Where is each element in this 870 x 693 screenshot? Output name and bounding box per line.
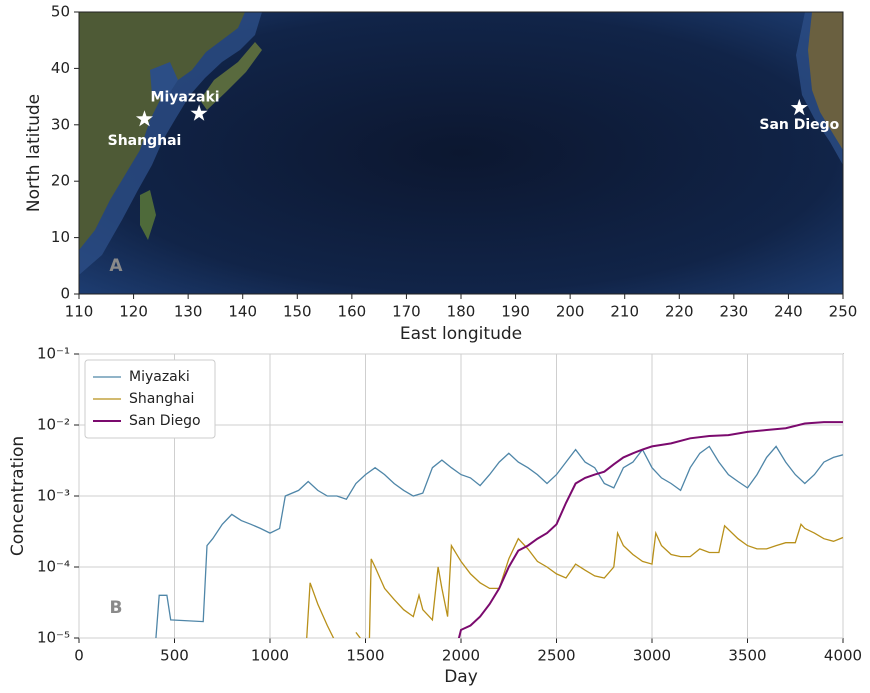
x-tick-label: 500 — [160, 647, 189, 665]
panel-label: B — [110, 598, 123, 618]
y-axis-label: Concentration — [8, 436, 28, 556]
x-tick-label: 230 — [720, 303, 749, 321]
plot-area — [155, 421, 843, 638]
city-label: Miyazaki — [151, 90, 220, 106]
legend-box — [84, 359, 216, 439]
y-tick-label: 10⁻⁵ — [37, 629, 70, 647]
x-tick-label: 210 — [610, 303, 639, 321]
x-tick-label: 220 — [665, 303, 694, 321]
city-marker — [135, 110, 153, 127]
x-tick-label: 1000 — [251, 647, 289, 665]
x-tick-label: 240 — [774, 303, 803, 321]
x-tick-label: 4000 — [824, 647, 862, 665]
x-tick-label: 3000 — [633, 647, 671, 665]
x-tick-label: 190 — [501, 303, 530, 321]
x-tick-label: 180 — [447, 303, 476, 321]
series-line — [457, 421, 843, 638]
x-tick-label: 130 — [174, 303, 203, 321]
y-tick-label: 40 — [51, 59, 70, 77]
city-label: San Diego — [759, 117, 839, 133]
x-tick-label: 3500 — [728, 647, 766, 665]
city-marker — [790, 98, 808, 116]
map-background — [79, 12, 843, 294]
y-tick-label: 10⁻³ — [37, 487, 70, 505]
city-marker — [190, 104, 208, 121]
x-tick-label: 2000 — [442, 647, 480, 665]
y-tick-label: 10 — [51, 228, 70, 246]
series-line — [155, 445, 843, 638]
x-axis-label: East longitude — [400, 324, 522, 344]
panel-label: A — [109, 256, 123, 276]
x-tick-label: 150 — [283, 303, 312, 321]
y-tick-label: 10⁻¹ — [37, 345, 70, 363]
y-tick-label: 20 — [51, 172, 70, 190]
x-tick-label: 170 — [392, 303, 421, 321]
y-tick-label: 10⁻⁴ — [37, 558, 70, 576]
legend-label: San Diego — [129, 413, 201, 429]
x-tick-label: 200 — [556, 303, 585, 321]
legend-label: Miyazaki — [129, 369, 190, 385]
x-tick-label: 250 — [829, 303, 858, 321]
x-tick-label: 1500 — [346, 647, 384, 665]
x-tick-label: 0 — [74, 647, 84, 665]
x-tick-label: 110 — [65, 303, 94, 321]
x-tick-label: 120 — [119, 303, 148, 321]
y-tick-label: 50 — [51, 3, 70, 21]
x-tick-label: 160 — [338, 303, 367, 321]
legend-label: Shanghai — [129, 391, 194, 407]
y-tick-label: 30 — [51, 115, 70, 133]
series-line — [306, 523, 843, 638]
x-axis-label: Day — [444, 667, 478, 687]
y-axis-label: North latitude — [24, 94, 44, 212]
city-label: Shanghai — [108, 133, 182, 149]
y-tick-label: 10⁻² — [37, 416, 70, 434]
x-tick-label: 2500 — [537, 647, 575, 665]
x-tick-label: 140 — [228, 303, 257, 321]
y-tick-label: 0 — [60, 285, 70, 303]
